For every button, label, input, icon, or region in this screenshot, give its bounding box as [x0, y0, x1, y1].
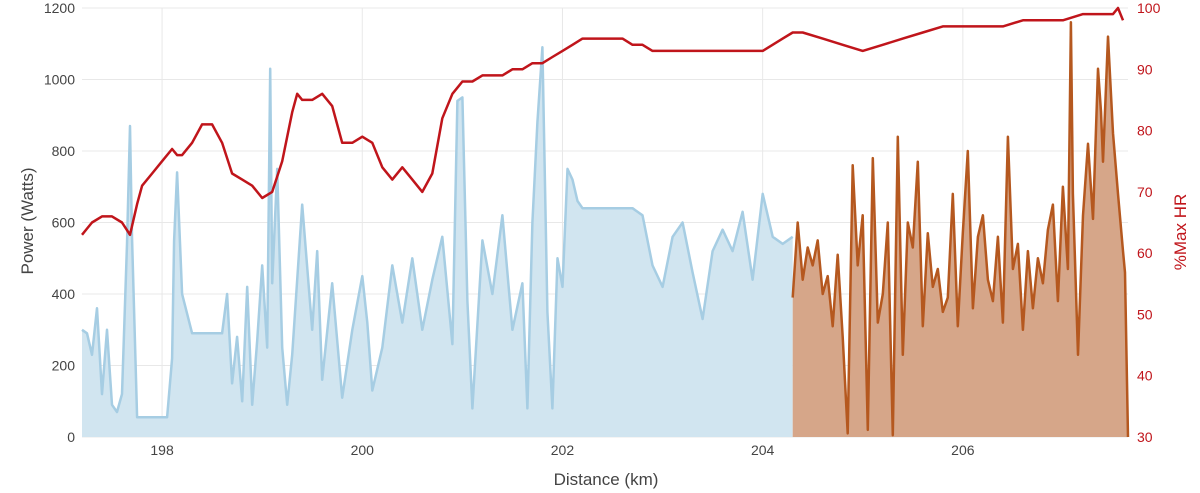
x-axis-ticks: 198 200 202 204 206: [150, 442, 974, 458]
y2-tick-label: 50: [1137, 306, 1153, 322]
y2-tick-label: 60: [1137, 245, 1153, 261]
y2-tick-label: 40: [1137, 368, 1153, 384]
power-highlight-line: [791, 21, 1130, 438]
y2-tick-label: 80: [1137, 123, 1153, 139]
right-axis-ticks: 30 40 50 60 70 80 90 100: [1137, 0, 1161, 445]
hr-line: [81, 6, 1125, 237]
y-axis-title-right: %Max HR: [1171, 194, 1190, 271]
y-tick-label: 200: [52, 358, 76, 374]
power-highlight-series: [791, 21, 1130, 438]
y-tick-label: 800: [52, 143, 76, 159]
left-axis-ticks: 0 200 400 600 800 1000 1200: [44, 0, 75, 445]
y-tick-label: 400: [52, 286, 76, 302]
y-tick-label: 0: [67, 429, 75, 445]
x-tick-label: 202: [551, 442, 575, 458]
y-axis-title-left: Power (Watts): [18, 167, 37, 274]
power-area: [82, 47, 793, 438]
x-tick-label: 206: [951, 442, 975, 458]
x-tick-label: 198: [150, 442, 174, 458]
y-tick-label: 600: [52, 215, 76, 231]
power-line: [81, 46, 794, 419]
y-tick-label: 1000: [44, 72, 75, 88]
x-axis-title: Distance (km): [554, 470, 659, 489]
y2-tick-label: 100: [1137, 0, 1161, 16]
y2-tick-label: 70: [1137, 184, 1153, 200]
y-tick-label: 1200: [44, 0, 75, 16]
x-tick-label: 204: [751, 442, 775, 458]
heart-rate-series: [81, 6, 1125, 237]
y2-tick-label: 30: [1137, 429, 1153, 445]
power-series: [81, 46, 794, 438]
y2-tick-label: 90: [1137, 61, 1153, 77]
x-tick-label: 200: [351, 442, 375, 458]
power-highlight-area: [792, 22, 1128, 438]
